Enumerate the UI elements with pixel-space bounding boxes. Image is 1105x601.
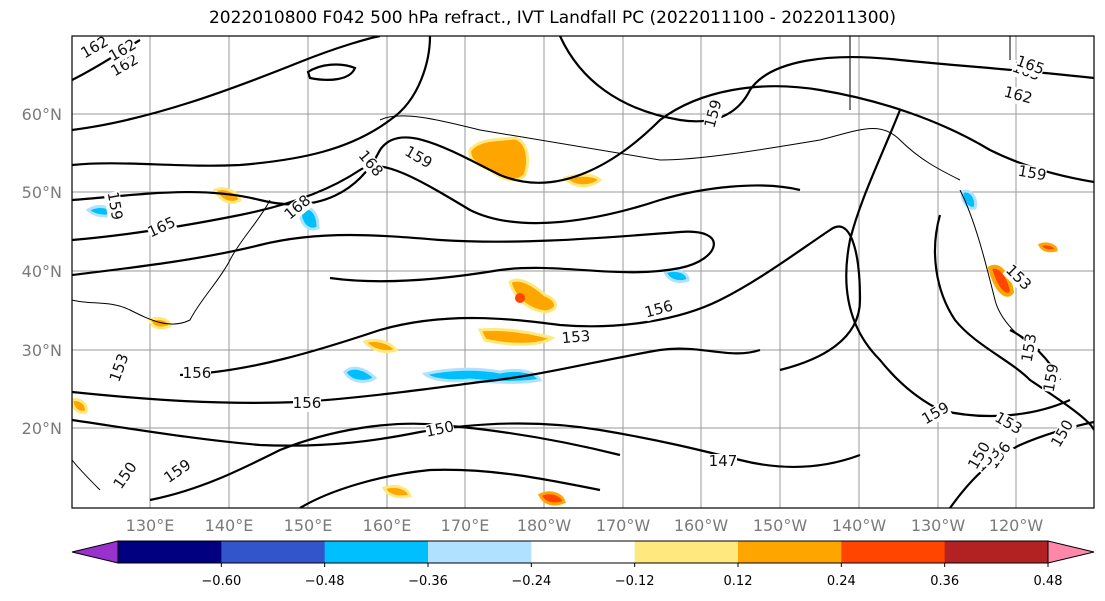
shaded-anomalies: [72, 136, 1058, 506]
contour-label-bg: [106, 37, 140, 65]
contour-label-bg: [643, 298, 675, 322]
contour-label-bg: [145, 214, 179, 242]
colorbar-segment: [531, 541, 636, 563]
contour-label-bg: [293, 396, 321, 412]
contour-label: 153: [1018, 332, 1041, 363]
contour-label-bg: [1002, 84, 1034, 108]
contour-label-bg: [111, 459, 141, 493]
colorbar-tick-label: −0.12: [615, 574, 655, 589]
lon-label: 160°W: [674, 516, 729, 535]
lon-label: 170°W: [596, 516, 651, 535]
contour-label-bg: [424, 419, 456, 441]
colorbar-segment: [221, 541, 326, 563]
contour-label-bg: [702, 98, 726, 130]
colorbar-tick-label: 0.36: [930, 574, 959, 589]
lon-label: 180°W: [517, 516, 572, 535]
map-frame: [71, 35, 1095, 509]
colorbar-tick-label: −0.60: [201, 574, 241, 589]
colorbar-tick-label: −0.36: [408, 574, 448, 589]
contour-label-bg: [78, 36, 112, 62]
colorbar-segment: [324, 541, 429, 563]
contour-label-bg: [1049, 417, 1077, 451]
coastlines: [72, 36, 1041, 491]
colorbar-segment: [944, 541, 1049, 563]
colorbar-segment: [118, 541, 222, 563]
lat-label: 60°N: [22, 105, 62, 124]
colorbar-extend-low: [71, 540, 119, 564]
lon-label: 130°E: [126, 516, 175, 535]
contour-label: 159: [1017, 162, 1048, 185]
colorbar-tick-label: 0.24: [827, 574, 856, 589]
contour-label-bg: [991, 410, 1025, 438]
colorbar-extend-high: [1047, 540, 1095, 564]
contour-label-bg: [108, 52, 142, 80]
colorbar-tick-label: 0.48: [1034, 574, 1063, 589]
colorbar-tick-label: −0.48: [305, 574, 345, 589]
colorbar-segment: [841, 541, 946, 563]
lon-label: 120°W: [989, 516, 1044, 535]
contour-label-bg: [183, 366, 211, 382]
contour-labels: 1621621651681651621591591681591561531561…: [78, 36, 1077, 493]
lon-label: 150°E: [284, 516, 333, 535]
contour-label: 159: [104, 190, 127, 221]
colorbar-tick-label: −0.24: [511, 574, 551, 589]
colorbar-frame: [117, 540, 1049, 564]
lon-label: 140°E: [205, 516, 254, 535]
colorbar-segment: [634, 541, 739, 563]
latitude-labels: 60°N 50°N 40°N 30°N 20°N: [22, 105, 62, 438]
contour-label-bg: [354, 148, 386, 180]
contour-label-bg: [103, 190, 125, 222]
lat-label: 30°N: [22, 341, 62, 360]
colorbar: [71, 540, 1095, 564]
contour-label-bg: [1014, 53, 1046, 79]
contour-label-bg: [161, 457, 195, 487]
contour-label: 156: [183, 364, 212, 382]
contour-label-bg: [401, 144, 435, 172]
lon-label: 170°E: [441, 516, 490, 535]
contour-label-bg: [919, 400, 953, 428]
contour-label-bg: [282, 192, 314, 224]
colorbar-tick-labels: −0.60 −0.48 −0.36 −0.24 −0.12 0.12 0.24 0.36 0.4…: [201, 563, 1063, 589]
longitude-labels: 130°E 140°E 150°E 160°E 170°E 180°W 170°W 160°W…: [126, 516, 1044, 535]
lon-label: 130°W: [911, 516, 966, 535]
contour-label-bg: [966, 439, 994, 473]
contour-label: 150: [424, 417, 456, 441]
lat-label: 50°N: [22, 183, 62, 202]
contour-label-bg: [1002, 262, 1034, 294]
contour-label: 153: [561, 327, 591, 347]
colorbar-segment: [738, 541, 842, 563]
lon-label: 160°E: [363, 516, 412, 535]
colorbar-segment: [428, 541, 532, 563]
contour-label-bg: [709, 454, 737, 470]
gridlines: [72, 36, 1094, 508]
contour-label: 156: [293, 394, 322, 412]
map-title: 2022010800 F042 500 hPa refract., IVT La…: [208, 8, 896, 28]
contour-label-bg: [1041, 362, 1063, 394]
map-panel: [72, 36, 1094, 508]
lat-label: 20°N: [22, 419, 62, 438]
refractivity-contours: [72, 36, 1094, 508]
contour-label-bg: [1016, 163, 1048, 185]
contour-label: 159: [1040, 362, 1063, 393]
lon-label: 140°W: [832, 516, 887, 535]
lat-label: 40°N: [22, 262, 62, 281]
contour-label-bg: [107, 352, 133, 384]
contour-label-bg: [1019, 332, 1041, 364]
contour-label: 147: [709, 452, 738, 470]
colorbar-tick-label: 0.12: [724, 574, 753, 589]
lon-label: 150°W: [753, 516, 808, 535]
contour-label-bg: [561, 328, 591, 348]
